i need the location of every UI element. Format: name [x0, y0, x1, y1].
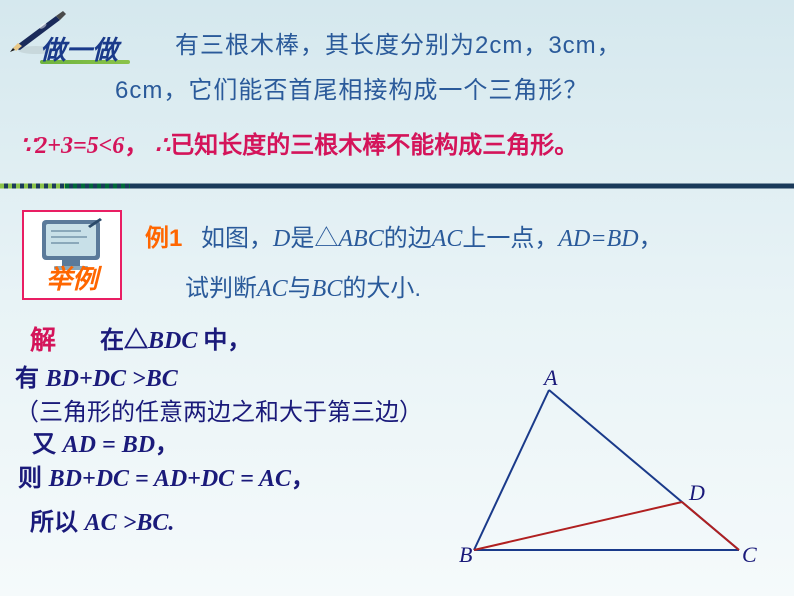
example-var-AC2: AC [257, 276, 288, 302]
example-var-ADBD: AD=BD [558, 226, 638, 252]
sol-6a: 所以 [30, 509, 85, 536]
sol-1c: 中， [203, 327, 251, 354]
divider-line [0, 180, 794, 192]
example-text-1c: 是△ [290, 225, 338, 252]
answer-equation: 2+3=5<6 [35, 133, 124, 159]
section-title: 做一做 [40, 30, 118, 67]
example-text-2e: 的大小. [342, 275, 421, 302]
sol-4b: AD = BD [63, 432, 155, 458]
question-line-1: 有三根木棒，其长度分别为2cm，3cm， [175, 25, 622, 60]
solution-line-5: 则 BD+DC = AD+DC = AC， [18, 458, 315, 493]
solution-line-2: 有 BD+DC >BC [15, 358, 178, 393]
example-line-2: 试判断AC与BC的大小. [185, 268, 421, 303]
sol-5a: 则 [18, 465, 49, 492]
example-var-ABC: ABC [338, 226, 383, 252]
sol-1a: 在△ [100, 327, 148, 354]
example-number: 例1 [145, 225, 182, 252]
solution-line-4: 又 AD = BD， [32, 424, 179, 459]
answer-because: ∵ [20, 133, 35, 159]
example-text-1g: 上一点， [462, 225, 558, 252]
answer-therefore: ∴ [155, 133, 170, 159]
sol-4c: ， [155, 431, 179, 458]
example-title: 例1 如图，D是△ABC的边AC上一点，AD=BD， [145, 218, 663, 253]
sol-2b: BD+DC >BC [46, 366, 178, 392]
sol-1b: BDC [148, 328, 203, 354]
sol-5c: ， [291, 465, 315, 492]
vertex-C: C [742, 542, 757, 567]
question-line-2: 6cm，它们能否首尾相接构成一个三角形？ [115, 70, 588, 105]
example-text-1e: 的边 [384, 225, 432, 252]
sol-4a: 又 [32, 431, 63, 458]
example-text-1i: ， [639, 225, 663, 252]
vertex-D: D [688, 480, 705, 505]
answer-sep: ， [124, 132, 148, 159]
vertex-A: A [542, 370, 558, 390]
sol-6b: AC >BC. [85, 510, 175, 536]
triangle-diagram: A B C D [444, 370, 764, 570]
example-text-2c: 与 [288, 275, 312, 302]
example-var-AC: AC [432, 226, 463, 252]
example-var-BC2: BC [312, 276, 343, 302]
sol-5b: BD+DC = AD+DC = AC [49, 466, 291, 492]
example-text-2a: 试判断 [185, 275, 257, 302]
solution-line-1: 在△BDC 中， [100, 320, 251, 355]
solution-label: 解 [30, 320, 56, 357]
example-var-D: D [273, 226, 290, 252]
solution-line-6: 所以 AC >BC. [30, 502, 174, 537]
vertex-B: B [459, 542, 472, 567]
sol-2a: 有 [15, 365, 46, 392]
answer-line: ∵2+3=5<6， ∴已知长度的三根木棒不能构成三角形。 [20, 125, 578, 160]
example-box-label: 举例 [24, 259, 120, 296]
example-text-1a: 如图， [201, 225, 273, 252]
answer-text: 已知长度的三根木棒不能构成三角形。 [170, 132, 578, 159]
example-box: 举例 [22, 210, 122, 300]
solution-line-3: （三角形的任意两边之和大于第三边） [15, 392, 423, 427]
